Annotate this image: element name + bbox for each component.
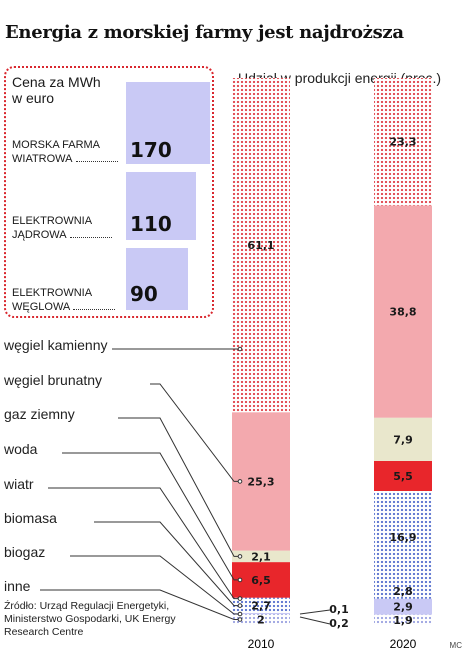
legend-leader-dot: [237, 617, 243, 622]
value-label-2020-wiatr: 16,9: [389, 531, 416, 544]
price-bar-offshore-wind: [126, 82, 210, 164]
price-label-nuclear: ELEKTROWNIA JĄDROWA: [12, 214, 124, 242]
legend-label-gas: gaz ziemny: [4, 406, 75, 422]
price-value-coal: 90: [130, 282, 158, 306]
bar-2020-inne: [374, 614, 432, 625]
small-leader-line: [299, 609, 331, 615]
bar-2010-gaz-ziemny: [232, 550, 290, 563]
legend-leader-dot: [237, 479, 243, 484]
x-tick-label-2010: 2010: [248, 637, 275, 651]
value-label-2020-woda: 5,5: [393, 470, 413, 483]
price-value-nuclear: 110: [130, 212, 172, 236]
legend-leader-dot: [237, 596, 243, 601]
value-label-2020-wegiel-kamienny: 23,3: [389, 136, 416, 149]
legend-label-hard-coal: węgiel kamienny: [4, 337, 108, 353]
legend-leader-dot: [237, 346, 243, 352]
legend-leader-biomasa: [94, 521, 240, 607]
legend-leader-woda: [62, 452, 240, 581]
bar-2010-biogaz: [232, 613, 290, 615]
source-note: Źródło: Urząd Regulacji Energetyki, Mini…: [4, 600, 176, 638]
price-label-coal: ELEKTROWNIA WĘGLOWA: [12, 286, 124, 314]
bar-2010-biomasa: [232, 598, 290, 613]
value-label-2020-gaz-ziemny: 7,9: [393, 433, 413, 446]
legend-label-lignite: węgiel brunatny: [4, 372, 103, 388]
price-value-offshore-wind: 170: [130, 138, 172, 162]
value-label-2010-biomasa: 2,7: [251, 600, 271, 613]
bar-2020-biomasa: [374, 583, 432, 599]
legend-leader-biogaz: [70, 555, 240, 615]
legend-label-biomass: biomasa: [4, 510, 57, 526]
price-bar-nuclear: [126, 172, 196, 240]
bar-2010-wiatr: [232, 597, 290, 599]
legend-leader-gaz-ziemny: [118, 417, 240, 557]
legend-leader-dot: [237, 603, 243, 608]
bar-2020-woda: [374, 460, 432, 491]
legend-label-wind: wiatr: [4, 476, 34, 492]
value-label-2010-inne: 2: [257, 614, 265, 627]
bar-2020-wegiel-brunatny: [374, 205, 432, 418]
price-comparison-box: Cena za MWh w euro MORSKA FARMA WIATROWA…: [4, 66, 214, 318]
price-label-offshore-wind: MORSKA FARMA WIATROWA: [12, 138, 124, 166]
author-credit: MC: [449, 641, 462, 650]
bar-2010-wegiel-kamienny: [232, 78, 290, 413]
legend-label-biogas: biogaz: [4, 544, 46, 560]
small-leader-line: [299, 616, 331, 625]
bar-2020-gaz-ziemny: [374, 417, 432, 461]
legend-leader-dot: [237, 611, 243, 617]
price-bar-coal: [126, 248, 188, 310]
legend-label-water: woda: [4, 441, 38, 457]
value-label-2010-gaz-ziemny: 2,1: [251, 550, 271, 563]
chart-title: Energia z morskiej farmy jest najdroższa: [5, 22, 404, 43]
x-tick-label-2020: 2020: [390, 637, 417, 651]
value-label-2010-biogaz: 0,2: [329, 617, 349, 630]
value-label-2010-wegiel-kamienny: 61,1: [247, 239, 274, 252]
legend-leader-dot: [237, 577, 243, 583]
bar-2020-biogaz: [374, 598, 432, 615]
bar-2020-wegiel-kamienny: [374, 78, 432, 206]
legend-label-other: inne: [4, 578, 31, 594]
bar-2010-inne: [232, 614, 290, 625]
legend-leader-wiatr: [48, 487, 240, 600]
price-box-heading: Cena za MWh w euro: [12, 74, 101, 106]
value-label-2020-wegiel-brunatny: 38,8: [389, 306, 416, 319]
legend-leader-wegiel-brunatny: [150, 383, 240, 482]
value-label-2010-wiatr: 0,1: [329, 603, 349, 616]
value-label-2020-inne: 1,9: [393, 614, 413, 627]
value-label-2010-woda: 6,5: [251, 574, 271, 587]
legend-leader-inne: [40, 589, 240, 620]
value-label-2010-wegiel-brunatny: 25,3: [247, 475, 274, 488]
value-label-2020-biomasa: 2,8: [393, 585, 413, 598]
bar-2020-wiatr: [374, 491, 432, 584]
legend-leader-dot: [237, 554, 243, 559]
value-label-2020-biogaz: 2,9: [393, 601, 413, 614]
